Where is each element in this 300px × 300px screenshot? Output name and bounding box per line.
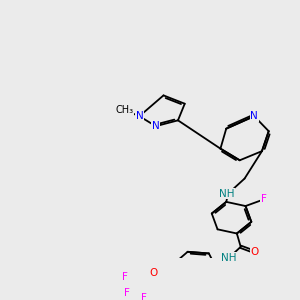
Text: N: N <box>136 111 143 121</box>
Text: F: F <box>124 288 130 298</box>
Text: NH: NH <box>219 189 235 199</box>
Text: O: O <box>150 268 158 278</box>
Text: N: N <box>250 111 258 121</box>
Text: NH: NH <box>221 253 237 262</box>
Text: N: N <box>152 121 160 131</box>
Text: CH₃: CH₃ <box>116 105 134 116</box>
Text: F: F <box>122 272 128 282</box>
Text: F: F <box>141 292 147 300</box>
Text: O: O <box>250 247 258 257</box>
Text: F: F <box>261 194 267 204</box>
